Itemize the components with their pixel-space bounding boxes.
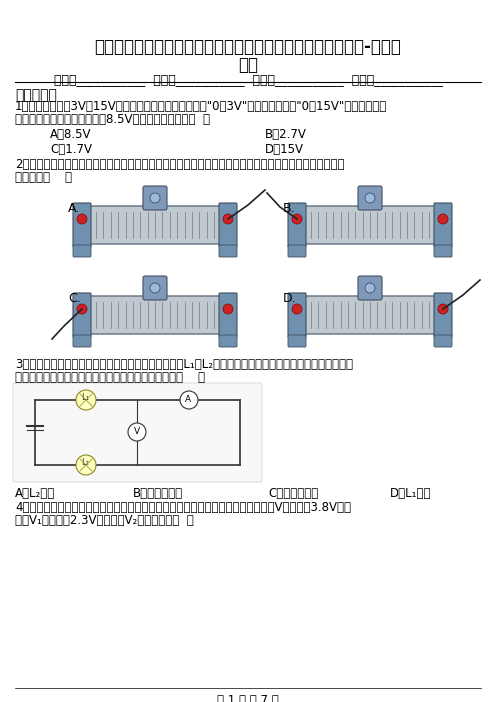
- FancyBboxPatch shape: [288, 335, 306, 347]
- Circle shape: [365, 283, 375, 293]
- Text: A.: A.: [68, 202, 80, 215]
- Circle shape: [77, 304, 87, 314]
- Text: 答案: 答案: [238, 56, 258, 74]
- FancyBboxPatch shape: [143, 186, 167, 210]
- FancyBboxPatch shape: [73, 203, 91, 247]
- Circle shape: [150, 283, 160, 293]
- FancyBboxPatch shape: [434, 245, 452, 257]
- FancyBboxPatch shape: [143, 276, 167, 300]
- FancyBboxPatch shape: [358, 276, 382, 300]
- FancyBboxPatch shape: [434, 203, 452, 247]
- Text: 第 1 页 共 7 页: 第 1 页 共 7 页: [217, 694, 279, 702]
- FancyBboxPatch shape: [303, 206, 437, 244]
- Text: 上发现指针所指的电压恰好是8.5V，而实际电压值是（  ）: 上发现指针所指的电压恰好是8.5V，而实际电压值是（ ）: [15, 113, 210, 126]
- Text: L₂: L₂: [81, 458, 89, 467]
- Circle shape: [180, 391, 198, 409]
- FancyBboxPatch shape: [219, 335, 237, 347]
- Text: D．L₁断路: D．L₁断路: [390, 487, 432, 500]
- FancyBboxPatch shape: [288, 245, 306, 257]
- Text: 人教版九年级物理全一册《第十六章电压、电阻》章节练习题-带参考: 人教版九年级物理全一册《第十六章电压、电阻》章节练习题-带参考: [95, 38, 401, 56]
- FancyBboxPatch shape: [219, 245, 237, 257]
- Text: B.: B.: [283, 202, 296, 215]
- FancyBboxPatch shape: [73, 335, 91, 347]
- Circle shape: [292, 304, 302, 314]
- Text: 2．用滑动变阻器改变电路中小灯泡的亮度。如图所示的滑动变阻器的四种接法中，闭合开关后能直接进行: 2．用滑动变阻器改变电路中小灯泡的亮度。如图所示的滑动变阻器的四种接法中，闭合开…: [15, 158, 345, 171]
- Text: 后，有一个灯泡熄灭，这时电路发生的故障不可能是（    ）: 后，有一个灯泡熄灭，这时电路发生的故障不可能是（ ）: [15, 371, 205, 384]
- Circle shape: [223, 304, 233, 314]
- Text: A．L₂断路: A．L₂断路: [15, 487, 55, 500]
- Circle shape: [76, 455, 96, 475]
- Circle shape: [77, 214, 87, 224]
- Text: D．15V: D．15V: [265, 143, 304, 156]
- Text: 学校：___________  班级：___________  姓名：___________  考号：___________: 学校：___________ 班级：___________ 姓名：_______…: [54, 73, 442, 86]
- Circle shape: [365, 193, 375, 203]
- Circle shape: [438, 214, 448, 224]
- Text: L₁: L₁: [81, 393, 89, 402]
- FancyBboxPatch shape: [88, 206, 222, 244]
- Circle shape: [223, 214, 233, 224]
- Text: A: A: [185, 395, 191, 404]
- Text: 实验的是（    ）: 实验的是（ ）: [15, 171, 72, 184]
- Circle shape: [128, 423, 146, 441]
- FancyBboxPatch shape: [434, 335, 452, 347]
- FancyBboxPatch shape: [73, 293, 91, 337]
- FancyBboxPatch shape: [303, 296, 437, 334]
- Text: C．电流表断路: C．电流表断路: [268, 487, 318, 500]
- Text: V: V: [134, 427, 140, 436]
- Circle shape: [76, 390, 96, 410]
- Text: B．电压表短路: B．电压表短路: [133, 487, 183, 500]
- FancyBboxPatch shape: [88, 296, 222, 334]
- Text: 压表V₁的示数是2.3V，电压表V₂的示数应为（  ）: 压表V₁的示数是2.3V，电压表V₂的示数应为（ ）: [15, 514, 194, 527]
- Text: D.: D.: [283, 292, 297, 305]
- FancyBboxPatch shape: [219, 203, 237, 247]
- Text: B．2.7V: B．2.7V: [265, 128, 307, 141]
- Text: 3．某同学利用如图所示电路进行实验，闭合开关后，L₁、L₂正常发光，两个电表都有示数，但过了一会儿: 3．某同学利用如图所示电路进行实验，闭合开关后，L₁、L₂正常发光，两个电表都有…: [15, 358, 353, 371]
- Text: 一、单选题: 一、单选题: [15, 88, 57, 102]
- FancyBboxPatch shape: [13, 383, 262, 482]
- FancyBboxPatch shape: [288, 293, 306, 337]
- FancyBboxPatch shape: [219, 293, 237, 337]
- Circle shape: [438, 304, 448, 314]
- FancyBboxPatch shape: [358, 186, 382, 210]
- FancyBboxPatch shape: [288, 203, 306, 247]
- Text: 1．一只电压表有3V和15V两个量程，某次实验中用的是"0～3V"量程，实验中从"0～15V"量程的刻度盘: 1．一只电压表有3V和15V两个量程，某次实验中用的是"0～3V"量程，实验中从…: [15, 100, 387, 113]
- Text: C．1.7V: C．1.7V: [50, 143, 92, 156]
- Text: A．8.5V: A．8.5V: [50, 128, 91, 141]
- FancyBboxPatch shape: [73, 245, 91, 257]
- FancyBboxPatch shape: [434, 293, 452, 337]
- Text: 4．在探究串联电路电压关系的实验中，物理实验小组按如图所示的电路测得电压表V的示数是3.8V，电: 4．在探究串联电路电压关系的实验中，物理实验小组按如图所示的电路测得电压表V的示…: [15, 501, 351, 514]
- Circle shape: [292, 214, 302, 224]
- Text: C.: C.: [68, 292, 81, 305]
- Circle shape: [150, 193, 160, 203]
